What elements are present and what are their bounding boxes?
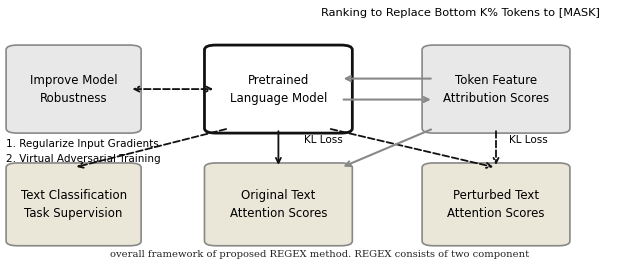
Text: 1. Regularize Input Gradients
2. Virtual Adversarial Training: 1. Regularize Input Gradients 2. Virtual…: [6, 139, 161, 164]
FancyBboxPatch shape: [205, 163, 352, 246]
Text: Pretrained
Language Model: Pretrained Language Model: [230, 74, 327, 105]
FancyBboxPatch shape: [422, 163, 570, 246]
FancyBboxPatch shape: [6, 45, 141, 133]
Text: Token Feature
Attribution Scores: Token Feature Attribution Scores: [443, 74, 549, 105]
Text: Improve Model
Robustness: Improve Model Robustness: [30, 74, 117, 105]
Text: Original Text
Attention Scores: Original Text Attention Scores: [230, 189, 327, 220]
Text: overall framework of proposed REGEX method. REGEX consists of two component: overall framework of proposed REGEX meth…: [111, 250, 529, 259]
Text: KL Loss: KL Loss: [509, 135, 548, 145]
Text: Ranking to Replace Bottom K% Tokens to [MASK]: Ranking to Replace Bottom K% Tokens to […: [321, 8, 600, 18]
FancyBboxPatch shape: [6, 163, 141, 246]
FancyBboxPatch shape: [205, 45, 352, 133]
Text: Text Classification
Task Supervision: Text Classification Task Supervision: [20, 189, 127, 220]
FancyBboxPatch shape: [422, 45, 570, 133]
Text: KL Loss: KL Loss: [304, 135, 343, 145]
Text: Perturbed Text
Attention Scores: Perturbed Text Attention Scores: [447, 189, 545, 220]
